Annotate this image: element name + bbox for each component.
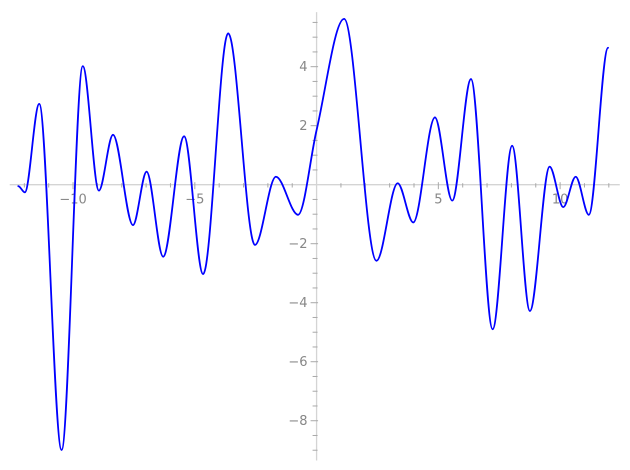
y-tick-label: 4: [299, 60, 307, 75]
blue-curve: [17, 17, 609, 451]
y-tick-label: −4: [288, 296, 307, 311]
x-tick-label: 5: [434, 193, 442, 208]
y-tick-label: −8: [288, 414, 307, 429]
x-tick-label: −5: [185, 193, 204, 208]
y-tick-label: 2: [299, 119, 307, 134]
y-tick-label: −6: [288, 355, 307, 370]
x-tick-label: −10: [59, 193, 86, 208]
y-tick-label: −2: [288, 237, 307, 252]
